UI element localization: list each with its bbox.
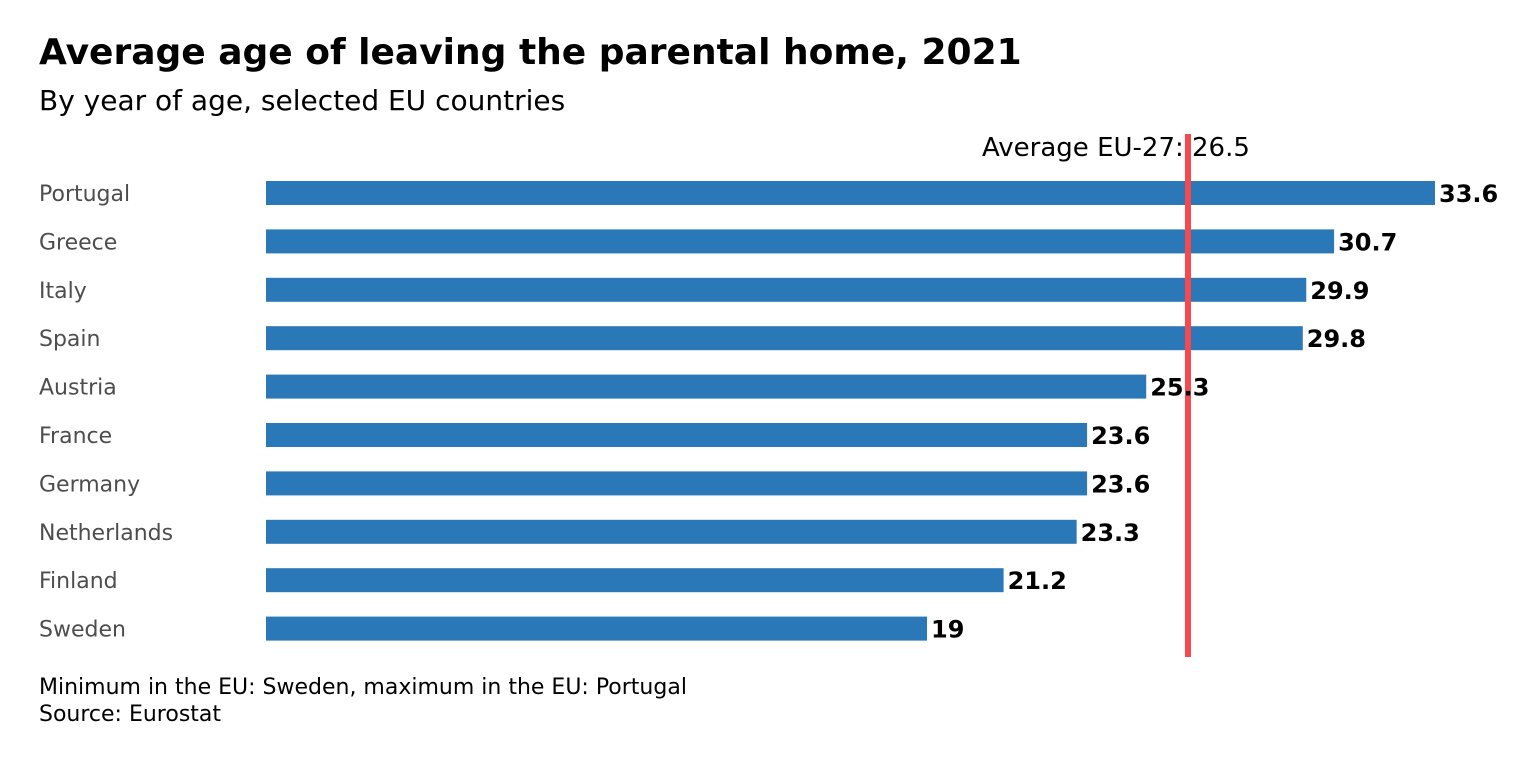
category-label-france: France xyxy=(39,424,112,449)
category-label-netherlands: Netherlands xyxy=(39,521,173,546)
category-label-finland: Finland xyxy=(39,569,118,594)
bar-finland xyxy=(266,568,1004,593)
bar-france xyxy=(266,423,1088,447)
footnote-min-max: Minimum in the EU: Sweden, maximum in th… xyxy=(39,675,687,700)
value-label-spain: 29.8 xyxy=(1307,325,1366,353)
value-label-sweden: 19 xyxy=(931,616,964,644)
bar-sweden xyxy=(266,616,928,641)
bars-group xyxy=(266,181,1435,641)
bar-netherlands xyxy=(266,519,1077,544)
category-label-italy: Italy xyxy=(39,279,87,304)
category-label-greece: Greece xyxy=(39,230,117,255)
bar-austria xyxy=(266,374,1147,399)
footnote-source: Source: Eurostat xyxy=(39,702,222,727)
value-labels-group: 33.630.729.929.825.323.623.623.321.219 xyxy=(931,180,1498,644)
category-labels-group: Portugal Greece Italy Spain Austria France Ger… xyxy=(39,182,173,643)
category-label-germany: Germany xyxy=(39,472,140,497)
value-label-austria: 25.3 xyxy=(1150,374,1209,402)
category-label-sweden: Sweden xyxy=(39,618,126,643)
category-label-portugal: Portugal xyxy=(39,182,130,207)
value-label-finland: 21.2 xyxy=(1008,567,1067,595)
bar-spain xyxy=(266,326,1303,351)
value-label-italy: 29.9 xyxy=(1310,277,1369,305)
bar-germany xyxy=(266,471,1088,496)
bar-portugal xyxy=(266,181,1435,205)
eu-average-label: Average EU-27: 26.5 xyxy=(982,133,1250,163)
value-label-france: 23.6 xyxy=(1091,422,1150,450)
chart-title: Average age of leaving the parental home… xyxy=(39,32,1022,73)
value-label-germany: 23.6 xyxy=(1091,470,1150,498)
value-label-portugal: 33.6 xyxy=(1439,180,1498,208)
chart-subtitle: By year of age, selected EU countries xyxy=(39,84,566,117)
bar-italy xyxy=(266,277,1307,302)
value-label-netherlands: 23.3 xyxy=(1081,519,1140,547)
value-label-greece: 30.7 xyxy=(1338,228,1397,256)
category-label-spain: Spain xyxy=(39,327,100,352)
bar-greece xyxy=(266,229,1335,254)
category-label-austria: Austria xyxy=(39,376,117,401)
